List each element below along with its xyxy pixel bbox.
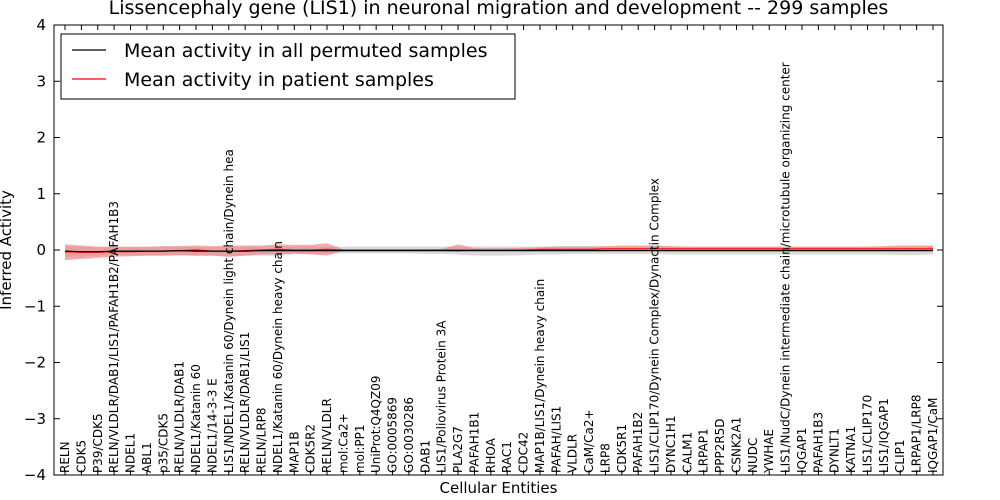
category-label: LIS1/CLIP170: [861, 395, 875, 473]
category-label: DAB1: [418, 440, 432, 473]
category-label: PAFAH1B2: [631, 412, 645, 473]
category-label: LIS1/Poliovirus Protein 3A: [435, 320, 449, 473]
x-axis-ticks: [64, 25, 934, 475]
category-label: VLDLR: [566, 434, 580, 473]
line-permuted: [64, 249, 933, 253]
category-label: IQGAP1/CaM: [926, 398, 940, 474]
category-label: RELN/VLDLR: [320, 398, 334, 473]
chart-title: Lissencephaly gene (LIS1) in neuronal mi…: [109, 0, 889, 19]
category-label: ABL1: [140, 442, 154, 473]
confidence-bands: [65, 243, 933, 261]
category-label: CDK5R2: [304, 424, 318, 473]
category-label: RAC1: [500, 441, 514, 473]
y-tick-label: 2: [36, 129, 46, 147]
y-tick-label: 0: [36, 241, 46, 259]
category-labels: RELN CDK5 P39/CDK5 RELN/VLDLR/DAB1/LIS1/PAF…: [58, 62, 940, 474]
category-label: KATNA1: [844, 426, 858, 473]
category-label: LIS1/NDEL1/Katanin 60/Dynein light chain…: [222, 149, 236, 473]
category-label: CDK5: [74, 440, 88, 473]
category-label: LRPAP1/LRP8: [910, 394, 924, 473]
category-label: NDEL1: [124, 433, 138, 473]
y-tick-label: 4: [36, 16, 46, 34]
y-tick-label: 1: [36, 185, 46, 203]
band-patient: [65, 243, 933, 261]
legend-label-patient: Mean activity in patient samples: [124, 69, 434, 91]
category-label: PLA2G7: [451, 426, 465, 473]
category-label: CDK5R1: [615, 424, 629, 473]
category-label: p35/CDK5: [156, 413, 170, 473]
category-label: RELN: [58, 441, 72, 473]
category-label: GO:0030286: [402, 397, 416, 473]
category-label: NUDC: [746, 438, 760, 473]
category-label: IQGAP1: [795, 428, 809, 473]
category-label: PAFAH1B1: [467, 412, 481, 473]
category-label: NDEL1/Katanin 60/Dynein heavy chain: [271, 241, 285, 473]
category-label: RELN/LRP8: [255, 407, 269, 473]
category-label: CALM1: [680, 432, 694, 473]
category-label: YWHAE: [762, 429, 776, 474]
y-tick-label: −3: [24, 410, 46, 428]
category-label: NDEL1/Katanin 60: [189, 364, 203, 473]
category-label: RELN/VLDLR/DAB1: [173, 361, 187, 473]
y-tick-label: −1: [24, 297, 46, 315]
category-label: CSNK2A1: [730, 417, 744, 473]
category-label: LIS1/IQGAP1: [877, 398, 891, 473]
category-label: RHOA: [484, 437, 498, 473]
category-label: DYNC1H1: [664, 415, 678, 473]
y-tick-label: 3: [36, 72, 46, 90]
series-lines: [64, 248, 933, 253]
category-label: LRP8: [599, 443, 613, 473]
category-label: LIS1/NudC/Dynein intermediate chain/micr…: [779, 62, 793, 473]
legend: Mean activity in all permuted samples Me…: [60, 33, 516, 100]
category-label: UniProt:Q4QZ09: [369, 375, 383, 473]
y-tick-label: −4: [24, 466, 46, 484]
category-label: RELN/VLDLR/DAB1/LIS1/PAFAH1B2/PAFAH1B3: [107, 201, 121, 473]
category-label: GO:0005869: [386, 397, 400, 473]
category-label: PPP2R5D: [713, 418, 727, 473]
category-label: P39/CDK5: [91, 413, 105, 473]
y-axis-title: Inferred Activity: [0, 190, 15, 310]
plot-frame: [53, 24, 944, 476]
category-label: CDC42: [517, 432, 531, 473]
category-label: mol:PP1: [353, 424, 367, 473]
category-label: DYNLT1: [828, 428, 842, 473]
legend-box: [60, 33, 516, 100]
category-label: NDEL1/14-3-3 E: [205, 378, 219, 473]
category-label: PAFAH1B3: [811, 412, 825, 473]
category-label: CaM/Ca2+: [582, 409, 596, 473]
category-label: PAFAH/LIS1: [549, 406, 563, 473]
category-label: MAP1B/LIS1/Dynein heavy chain: [533, 279, 547, 473]
category-label: mol:Ca2+: [336, 413, 350, 473]
x-axis-title: Cellular Entities: [440, 479, 558, 497]
y-axis-ticks: −4 −3 −2 −1 0 1 2 3 4: [24, 16, 943, 484]
category-label: RELN/VLDLR/DAB1/LIS1: [238, 332, 252, 473]
category-label: LIS1/CLIP170/Dynein Complex/Dynactin Com…: [648, 178, 662, 473]
y-tick-label: −2: [24, 354, 46, 372]
category-label: MAP1B: [287, 431, 301, 473]
category-label: LRPAP1: [697, 428, 711, 473]
legend-label-permuted: Mean activity in all permuted samples: [124, 40, 487, 62]
category-label: CLIP1: [893, 439, 907, 472]
